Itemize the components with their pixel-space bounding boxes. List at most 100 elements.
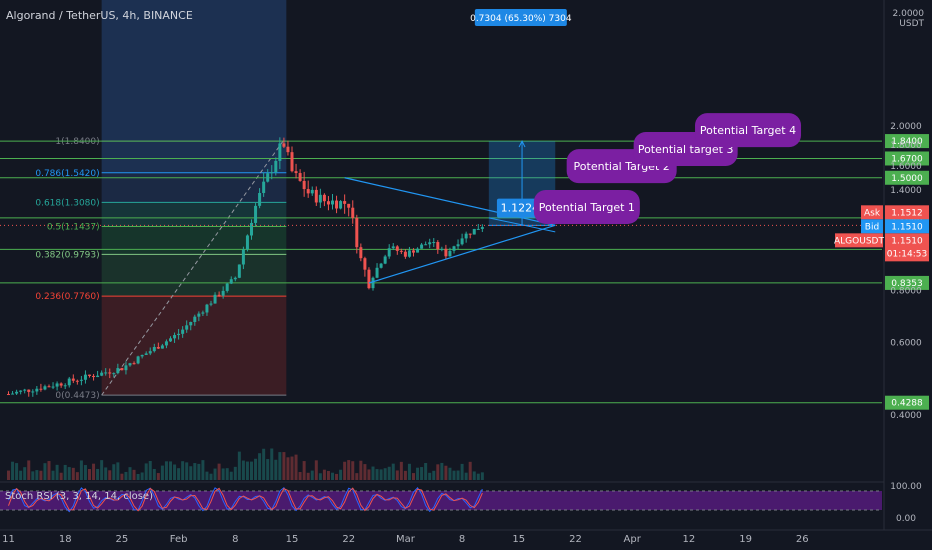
volume-bar [379, 469, 383, 480]
callout-bubble[interactable] [533, 189, 640, 224]
time-tick-label: 8 [459, 534, 465, 545]
volume-bar [355, 473, 359, 480]
ask-label: Ask [864, 208, 881, 218]
fib-level-label: 1(1.8400) [55, 137, 99, 147]
candle-body [39, 388, 43, 390]
volume-bar [286, 457, 290, 480]
candle-body [343, 201, 347, 204]
candle-body [359, 247, 363, 259]
volume-bar [213, 468, 217, 480]
fib-level-label: 0.382(0.9793) [35, 250, 99, 260]
candle-body [55, 383, 59, 387]
candle-body [416, 248, 420, 253]
volume-bar [416, 467, 420, 480]
volume-bar [221, 468, 225, 480]
volume-bar [75, 472, 79, 480]
candle-body [436, 242, 440, 250]
candle-body [286, 146, 290, 153]
candle-body [318, 194, 322, 203]
time-tick-label: 25 [116, 534, 129, 545]
time-tick-label: 19 [739, 534, 752, 545]
currency-unit: USDT [899, 19, 924, 29]
time-tick-label: 22 [569, 534, 582, 545]
level-price-text: 0.4288 [891, 399, 923, 409]
volume-bar [19, 470, 23, 480]
candle-body [298, 173, 302, 181]
volume-bar [472, 471, 476, 480]
callout-text: Potential Target 1 [539, 201, 635, 214]
price-tick-label: 1.8000 [890, 141, 922, 151]
candle-body [407, 250, 411, 257]
volume-bar [298, 472, 302, 480]
volume-bar [152, 468, 156, 480]
volume-bar [383, 468, 387, 480]
volume-bar [217, 463, 221, 480]
fib-level-label: 0.618(1.3080) [35, 198, 99, 208]
volume-bar [88, 468, 91, 480]
volume-bar [480, 472, 484, 480]
volume-bar [367, 469, 371, 480]
volume-bar [51, 470, 55, 480]
candle-body [148, 351, 152, 354]
candle-body [35, 388, 39, 392]
volume-bar [387, 466, 391, 480]
volume-bar [140, 472, 144, 480]
bid-label: Bid [865, 222, 879, 232]
candle-body [27, 389, 31, 392]
volume-bar [193, 463, 197, 480]
candle-body [448, 250, 452, 257]
volume-bar [468, 461, 472, 480]
candle-body [7, 394, 10, 396]
volume-bar [233, 466, 237, 480]
projection-arrow-head [518, 139, 526, 148]
price-tick-label: 0.8000 [890, 287, 922, 297]
candle-body [164, 341, 168, 346]
volume-bar [318, 473, 322, 480]
candle-body [112, 373, 116, 375]
candle-body [173, 335, 177, 339]
volume-bar [11, 461, 15, 480]
candle-body [363, 258, 367, 270]
volume-bar [181, 461, 185, 480]
candle-body [339, 201, 343, 209]
volume-bar [47, 461, 51, 480]
bid-label-box [861, 219, 883, 234]
candle-body [314, 189, 318, 203]
volume-bar [282, 452, 286, 480]
triangle-lower-line[interactable] [368, 224, 556, 284]
candle-body [201, 312, 205, 314]
entry-label-text: 1.1224 [501, 202, 540, 215]
bid-value: 1.1510 [891, 222, 923, 232]
candle-body [290, 152, 294, 172]
candle-body [31, 391, 35, 393]
volume-bar [209, 473, 213, 480]
fib-zone [101, 254, 287, 297]
symbol-title[interactable]: Algorand / TetherUS, 4h, BINANCE [6, 9, 193, 22]
projection-label-text: 0.7304 (65.30%) 7304 [470, 14, 572, 24]
candle-body [96, 375, 100, 378]
volume-bar [83, 465, 87, 480]
volume-bar [476, 473, 480, 480]
symbol-tag-box [835, 233, 883, 248]
candle-body [11, 393, 15, 395]
volume-bar [108, 470, 112, 480]
time-tick-label: 15 [286, 534, 299, 545]
candle-body [88, 374, 91, 376]
volume-bar [120, 473, 124, 480]
candle-body [383, 256, 387, 264]
volume-bar [229, 471, 233, 480]
candle-body [193, 316, 197, 322]
fib-level-label: 0(0.4473) [55, 391, 99, 401]
volume-bar [407, 463, 411, 480]
candle-body [177, 333, 181, 336]
callout-bubble[interactable] [695, 113, 802, 148]
candle-body [132, 363, 136, 365]
stoch-rsi-title[interactable]: Stoch RSI (3, 3, 14, 14, close) [5, 491, 153, 502]
volume-bar [322, 469, 326, 480]
candle-body [412, 250, 415, 253]
candle-body [241, 249, 245, 265]
volume-bar [456, 470, 460, 480]
candle-body [258, 193, 262, 206]
volume-bar [314, 460, 318, 480]
